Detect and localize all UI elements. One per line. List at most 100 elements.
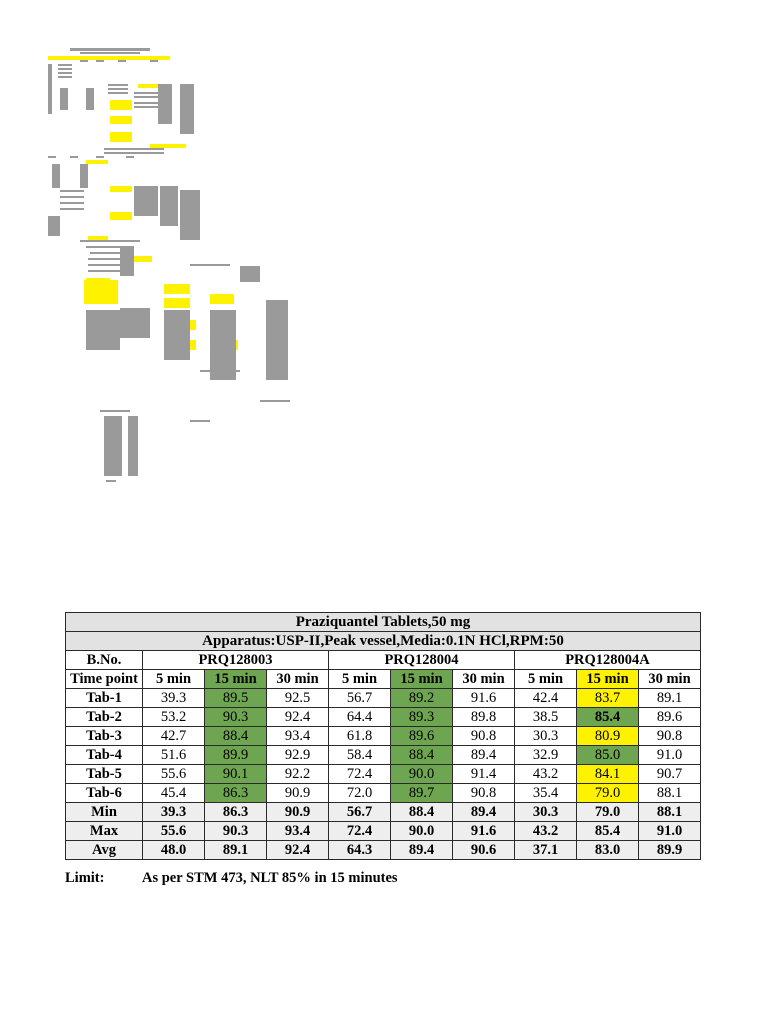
dissolution-table: Praziquantel Tablets,50 mg Apparatus:USP… [65,612,701,860]
summary-cell: 37.1 [514,840,577,860]
table-row: Tab-6 45.4 86.3 90.9 72.0 89.7 90.8 35.4… [65,783,701,803]
table-cell: 92.4 [266,707,329,727]
limit-text: As per STM 473, NLT 85% in 15 minutes [142,870,398,886]
summary-cell: 90.3 [204,821,267,841]
summary-row-min: Min 39.3 86.3 90.9 56.7 88.4 89.4 30.3 7… [65,802,701,822]
summary-cell: 89.4 [390,840,453,860]
table-cell: 89.6 [390,726,453,746]
table-cell: 92.9 [266,745,329,765]
table-cell: 39.3 [142,688,205,708]
summary-cell: 89.1 [204,840,267,860]
table-cell: 32.9 [514,745,577,765]
table-cell: 92.2 [266,764,329,784]
row-label: Tab-3 [65,726,143,746]
table-cell: 90.8 [452,783,515,803]
summary-cell: 39.3 [142,802,205,822]
table-cell: 90.1 [204,764,267,784]
summary-row-avg: Avg 48.0 89.1 92.4 64.3 89.4 90.6 37.1 8… [65,840,701,860]
summary-cell: 89.9 [638,840,701,860]
table-cell: 93.4 [266,726,329,746]
table-row: Tab-2 53.2 90.3 92.4 64.4 89.3 89.8 38.5… [65,707,701,727]
table-cell: 89.2 [390,688,453,708]
summary-row-max: Max 55.6 90.3 93.4 72.4 90.0 91.6 43.2 8… [65,821,701,841]
batch-label: B.No. [65,650,143,670]
timepoint-header-row: Time point 5 min 15 min 30 min 5 min 15 … [65,669,701,689]
table-cell: 84.1 [576,764,639,784]
summary-cell: 91.0 [638,821,701,841]
table-cell: 30.3 [514,726,577,746]
summary-cell: 90.0 [390,821,453,841]
table-cell: 51.6 [142,745,205,765]
summary-cell: 64.3 [328,840,391,860]
row-label: Tab-1 [65,688,143,708]
summary-cell: 92.4 [266,840,329,860]
batch-header: PRQ128003 [142,650,329,670]
table-cell: 58.4 [328,745,391,765]
table-row: Tab-4 51.6 89.9 92.9 58.4 88.4 89.4 32.9… [65,745,701,765]
table-cell: 56.7 [328,688,391,708]
table-cell: 89.3 [390,707,453,727]
row-label: Tab-5 [65,764,143,784]
row-label: Tab-2 [65,707,143,727]
summary-cell: 93.4 [266,821,329,841]
table-cell: 86.3 [204,783,267,803]
table-cell: 91.0 [638,745,701,765]
table-cell: 89.1 [638,688,701,708]
limit-label: Limit: [65,870,105,886]
batch-header-row: B.No. PRQ128003 PRQ128004 PRQ128004A [65,650,701,670]
timepoint-header: 5 min [514,669,577,689]
table-cell: 92.5 [266,688,329,708]
table-cell: 85.4 [576,707,639,727]
summary-cell: 91.6 [452,821,515,841]
limit-note: Limit: As per STM 473, NLT 85% in 15 minu… [65,870,398,887]
table-cell: 43.2 [514,764,577,784]
table-cell: 90.9 [266,783,329,803]
summary-cell: 88.1 [638,802,701,822]
table-cell: 42.7 [142,726,205,746]
table-cell: 55.6 [142,764,205,784]
table-cell: 53.2 [142,707,205,727]
summary-cell: 89.4 [452,802,515,822]
table-cell: 89.6 [638,707,701,727]
table-cell: 89.4 [452,745,515,765]
row-label: Tab-6 [65,783,143,803]
table-cell: 89.8 [452,707,515,727]
row-label: Max [65,821,143,841]
summary-cell: 55.6 [142,821,205,841]
summary-cell: 86.3 [204,802,267,822]
row-label: Avg [65,840,143,860]
table-cell: 79.0 [576,783,639,803]
table-row: Tab-1 39.3 89.5 92.5 56.7 89.2 91.6 42.4… [65,688,701,708]
row-label: Min [65,802,143,822]
timepoint-header: 30 min [638,669,701,689]
summary-cell: 72.4 [328,821,391,841]
summary-cell: 48.0 [142,840,205,860]
table-cell: 89.5 [204,688,267,708]
summary-cell: 90.6 [452,840,515,860]
table-cell: 90.3 [204,707,267,727]
timepoint-header: 5 min [142,669,205,689]
table-subtitle: Apparatus:USP-II,Peak vessel,Media:0.1N … [65,631,701,651]
table-row: Tab-5 55.6 90.1 92.2 72.4 90.0 91.4 43.2… [65,764,701,784]
timepoint-label: Time point [65,669,143,689]
table-cell: 89.9 [204,745,267,765]
table-cell: 90.8 [452,726,515,746]
table-cell: 91.6 [452,688,515,708]
summary-cell: 85.4 [576,821,639,841]
table-subtitle-row: Apparatus:USP-II,Peak vessel,Media:0.1N … [65,631,701,651]
table-cell: 90.7 [638,764,701,784]
batch-header: PRQ128004A [514,650,701,670]
summary-cell: 88.4 [390,802,453,822]
spreadsheet-thumbnail [40,40,320,500]
table-cell: 61.8 [328,726,391,746]
table-cell: 45.4 [142,783,205,803]
table-cell: 89.7 [390,783,453,803]
table-cell: 83.7 [576,688,639,708]
timepoint-header: 15 min [390,669,453,689]
table-cell: 72.4 [328,764,391,784]
table-cell: 72.0 [328,783,391,803]
summary-cell: 83.0 [576,840,639,860]
table-cell: 88.4 [204,726,267,746]
summary-cell: 56.7 [328,802,391,822]
table-cell: 38.5 [514,707,577,727]
